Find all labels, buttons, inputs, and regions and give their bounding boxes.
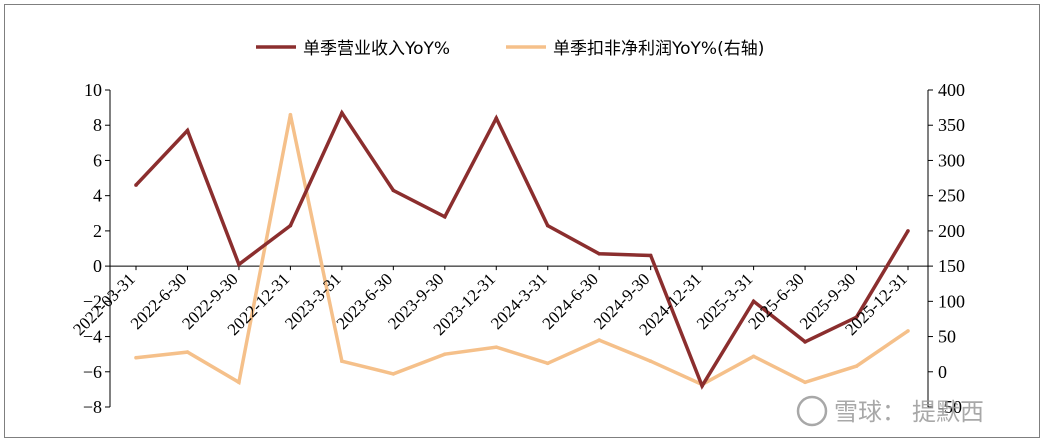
- data-point-revenue: [597, 251, 601, 256]
- left-tick-label: −4: [83, 327, 102, 347]
- data-point-profit: [237, 380, 241, 385]
- watermark-logo-icon: [796, 395, 828, 427]
- right-tick-label: 200: [938, 221, 965, 241]
- data-point-profit: [545, 361, 550, 366]
- right-tick-label: 250: [938, 186, 965, 206]
- chart-frame: [4, 4, 1040, 438]
- left-tick-label: 2: [93, 221, 102, 241]
- data-point-profit: [340, 359, 344, 364]
- data-point-profit: [443, 352, 447, 356]
- data-point-revenue: [494, 116, 499, 120]
- data-point-profit: [906, 329, 910, 333]
- right-tick-label: 0: [938, 362, 947, 382]
- right-tick-label: 100: [938, 291, 965, 311]
- legend: 单季营业收入YoY% 单季扣非净利润YoY%(右轴): [256, 39, 764, 59]
- right-tick-label: 400: [938, 80, 965, 100]
- left-tick-label: 6: [93, 150, 102, 170]
- legend-label-revenue: 单季营业收入YoY%: [303, 39, 450, 59]
- data-point-profit: [597, 338, 601, 342]
- data-point-revenue: [237, 262, 241, 267]
- left-tick-label: 0: [93, 256, 102, 276]
- legend-label-profit: 单季扣非净利润YoY%(右轴): [553, 39, 764, 59]
- series-layer: [134, 109, 910, 390]
- data-point-profit: [494, 345, 499, 349]
- data-point-profit: [854, 364, 859, 368]
- series-line-revenue: [134, 109, 910, 390]
- axes: 10 8 6 4 2 0 −2 −4 −6 −8 400 350 300 250 200 150 100 50 0 -…: [83, 80, 965, 417]
- data-point-profit: [803, 380, 807, 385]
- data-point-revenue: [906, 229, 910, 233]
- data-point-revenue: [391, 188, 396, 193]
- data-point-revenue: [288, 223, 293, 228]
- series-line-profit: [135, 114, 909, 387]
- data-point-revenue: [545, 223, 550, 228]
- data-point-revenue: [340, 111, 344, 115]
- right-tick-label: 350: [938, 115, 965, 135]
- right-tick-label: 150: [938, 256, 965, 276]
- left-tick-label: 8: [93, 115, 102, 135]
- watermark: 雪球： 提默西: [796, 395, 984, 427]
- data-point-revenue: [700, 384, 704, 388]
- watermark-author: 提默西: [912, 398, 984, 426]
- data-point-profit: [648, 359, 653, 364]
- left-tick-label: 4: [93, 186, 102, 206]
- watermark-brand: 雪球：: [834, 398, 906, 426]
- data-point-revenue: [751, 299, 756, 304]
- right-tick-label: -50: [938, 397, 962, 417]
- data-point-revenue: [134, 183, 138, 187]
- left-tick-label: −6: [83, 362, 102, 382]
- left-tick-label: −2: [83, 291, 102, 311]
- data-point-revenue: [648, 253, 653, 258]
- right-tick-label: 50: [938, 327, 956, 347]
- data-point-revenue: [803, 340, 807, 344]
- data-point-profit: [288, 112, 293, 117]
- right-tick-label: 300: [938, 150, 965, 170]
- x-tick-labels: 2022-03-312022-6-302022-9-302022-12-3120…: [69, 270, 911, 340]
- data-point-revenue: [854, 315, 859, 319]
- data-point-profit: [134, 355, 138, 360]
- data-point-revenue: [443, 215, 447, 219]
- x-tick-label: 2022-03-31: [69, 270, 139, 340]
- left-tick-label: 10: [84, 80, 102, 100]
- data-point-profit: [751, 354, 756, 359]
- data-point-profit: [391, 372, 396, 376]
- data-point-revenue: [185, 128, 190, 133]
- left-tick-label: −8: [83, 397, 102, 417]
- data-point-profit: [185, 350, 190, 354]
